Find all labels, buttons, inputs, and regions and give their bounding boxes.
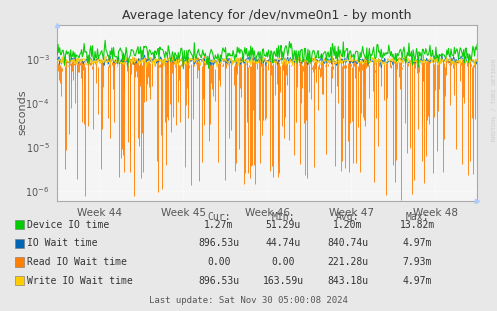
Text: Write IO Wait time: Write IO Wait time bbox=[27, 276, 133, 285]
Text: 221.28u: 221.28u bbox=[328, 257, 368, 267]
Text: 4.97m: 4.97m bbox=[403, 238, 432, 248]
Text: 13.82m: 13.82m bbox=[400, 220, 435, 230]
Text: 4.97m: 4.97m bbox=[403, 276, 432, 285]
Text: 843.18u: 843.18u bbox=[328, 276, 368, 285]
Text: Last update: Sat Nov 30 05:00:08 2024: Last update: Sat Nov 30 05:00:08 2024 bbox=[149, 296, 348, 305]
Text: 0.00: 0.00 bbox=[271, 257, 295, 267]
Text: Device IO time: Device IO time bbox=[27, 220, 109, 230]
Text: Read IO Wait time: Read IO Wait time bbox=[27, 257, 127, 267]
Text: Cur:: Cur: bbox=[207, 212, 231, 222]
Text: 7.93m: 7.93m bbox=[403, 257, 432, 267]
Text: 1.20m: 1.20m bbox=[333, 220, 363, 230]
Text: 1.27m: 1.27m bbox=[204, 220, 234, 230]
Text: 0.00: 0.00 bbox=[207, 257, 231, 267]
Text: Max:: Max: bbox=[406, 212, 429, 222]
Text: 896.53u: 896.53u bbox=[198, 276, 239, 285]
Text: Min:: Min: bbox=[271, 212, 295, 222]
Text: 44.74u: 44.74u bbox=[266, 238, 301, 248]
Text: 896.53u: 896.53u bbox=[198, 238, 239, 248]
Text: IO Wait time: IO Wait time bbox=[27, 238, 98, 248]
Text: 51.29u: 51.29u bbox=[266, 220, 301, 230]
Text: 840.74u: 840.74u bbox=[328, 238, 368, 248]
Title: Average latency for /dev/nvme0n1 - by month: Average latency for /dev/nvme0n1 - by mo… bbox=[122, 9, 412, 22]
Y-axis label: seconds: seconds bbox=[17, 90, 27, 136]
Text: Avg:: Avg: bbox=[336, 212, 360, 222]
Text: RRDTOOL / TOBI OETIKER: RRDTOOL / TOBI OETIKER bbox=[491, 58, 496, 141]
Text: 163.59u: 163.59u bbox=[263, 276, 304, 285]
